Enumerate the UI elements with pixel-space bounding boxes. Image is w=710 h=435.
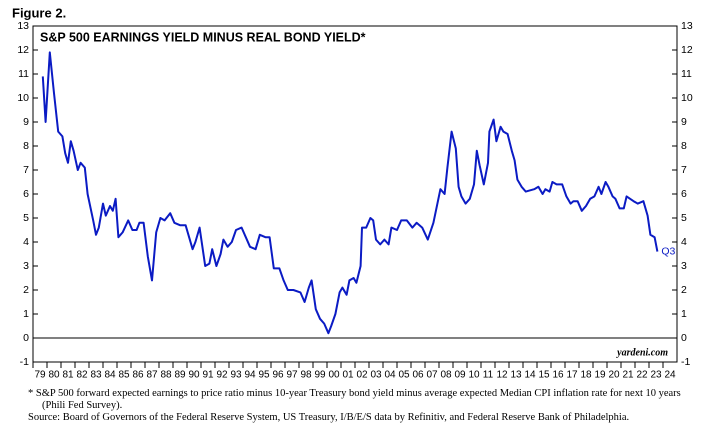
y2-tick-label: 3 <box>681 260 687 272</box>
x-tick-label: 05 <box>398 370 410 381</box>
y2-tick-label: 6 <box>681 188 687 200</box>
y-tick-label: 5 <box>23 212 29 224</box>
x-tick-label: 86 <box>132 370 144 381</box>
x-tick-label: 16 <box>552 370 564 381</box>
y2-tick-label: 11 <box>681 68 692 80</box>
x-tick-label: 07 <box>426 370 438 381</box>
x-tick-label: 22 <box>636 370 648 381</box>
x-tick-label: 99 <box>314 370 326 381</box>
x-tick-label: 09 <box>454 370 466 381</box>
x-tick-label: 83 <box>90 370 102 381</box>
x-tick-label: 13 <box>510 370 522 381</box>
y-tick-label: 0 <box>23 332 29 344</box>
plot-frame <box>32 25 678 363</box>
footnotes: * S&P 500 forward expected earnings to p… <box>28 388 698 424</box>
y-tick-label: 8 <box>23 140 29 152</box>
y-tick-label: 7 <box>23 164 29 176</box>
x-tick-label: 80 <box>48 370 60 381</box>
y2-tick-label: 4 <box>681 236 687 248</box>
x-tick-label: 11 <box>483 370 494 381</box>
y-tick-label: 3 <box>23 260 29 272</box>
x-tick-label: 92 <box>216 370 228 381</box>
y-tick-label: 12 <box>17 44 29 56</box>
y2-tick-label: 12 <box>681 44 693 56</box>
y-tick-label: 10 <box>17 92 29 104</box>
x-tick-label: 84 <box>104 370 116 381</box>
x-tick-label: 91 <box>202 370 214 381</box>
y-tick-label: 13 <box>17 20 29 32</box>
y-tick-label: 1 <box>23 308 29 320</box>
x-tick-label: 96 <box>272 370 284 381</box>
x-tick-label: 03 <box>370 370 382 381</box>
y2-tick-label: -1 <box>681 356 690 368</box>
x-tick-label: 15 <box>538 370 550 381</box>
y2-tick-label: 5 <box>681 212 687 224</box>
y2-tick-label: 9 <box>681 116 687 128</box>
annotation: Q3 <box>661 245 675 257</box>
x-tick-label: 17 <box>566 370 578 381</box>
y-tick-label: 9 <box>23 116 29 128</box>
x-tick-label: 89 <box>174 370 186 381</box>
y2-tick-label: 7 <box>681 164 687 176</box>
x-tick-label: 01 <box>342 370 354 381</box>
x-tick-label: 97 <box>286 370 298 381</box>
y-tick-label: 11 <box>18 68 29 80</box>
y-tick-label: 6 <box>23 188 29 200</box>
x-tick-label: 93 <box>230 370 242 381</box>
x-tick-label: 14 <box>524 370 536 381</box>
x-tick-label: 06 <box>412 370 424 381</box>
y2-tick-label: 13 <box>681 20 693 32</box>
y-tick-label: 2 <box>23 284 29 296</box>
x-tick-label: 24 <box>664 370 676 381</box>
chart: Figure 2. S&P 500 EARNINGS YIELD MINUS R… <box>12 5 693 381</box>
x-tick-label: 90 <box>188 370 200 381</box>
y2-tick-label: 8 <box>681 140 687 152</box>
series-line <box>41 51 659 335</box>
x-tick-label: 00 <box>328 370 340 381</box>
x-tick-label: 82 <box>76 370 88 381</box>
source-note: Source: Board of Governors of the Federa… <box>28 412 630 423</box>
figure-label: Figure 2. <box>12 5 66 20</box>
x-tick-label: 04 <box>384 370 396 381</box>
x-tick-label: 10 <box>468 370 480 381</box>
x-tick-label: 88 <box>160 370 172 381</box>
watermark: yardeni.com <box>616 347 668 358</box>
footnote: * S&P 500 forward expected earnings to p… <box>28 388 681 411</box>
y-tick-label: 4 <box>23 236 29 248</box>
x-tick-label: 85 <box>118 370 130 381</box>
y-tick-label: -1 <box>20 356 29 368</box>
x-tick-label: 21 <box>622 370 634 381</box>
x-tick-label: 95 <box>258 370 270 381</box>
x-tick-label: 08 <box>440 370 452 381</box>
x-tick-label: 87 <box>146 370 158 381</box>
x-tick-label: 18 <box>580 370 592 381</box>
x-tick-label: 23 <box>650 370 662 381</box>
x-tick-label: 20 <box>608 370 620 381</box>
x-tick-label: 12 <box>496 370 508 381</box>
y2-tick-label: 10 <box>681 92 693 104</box>
chart-title: S&P 500 EARNINGS YIELD MINUS REAL BOND Y… <box>40 30 366 44</box>
y2-tick-label: 1 <box>681 308 687 320</box>
x-tick-label: 98 <box>300 370 312 381</box>
x-tick-label: 02 <box>356 370 368 381</box>
x-tick-label: 81 <box>62 370 74 381</box>
x-tick-label: 19 <box>594 370 606 381</box>
x-tick-label: 79 <box>34 370 46 381</box>
y2-tick-label: 2 <box>681 284 687 296</box>
y2-tick-label: 0 <box>681 332 687 344</box>
x-tick-label: 94 <box>244 370 256 381</box>
